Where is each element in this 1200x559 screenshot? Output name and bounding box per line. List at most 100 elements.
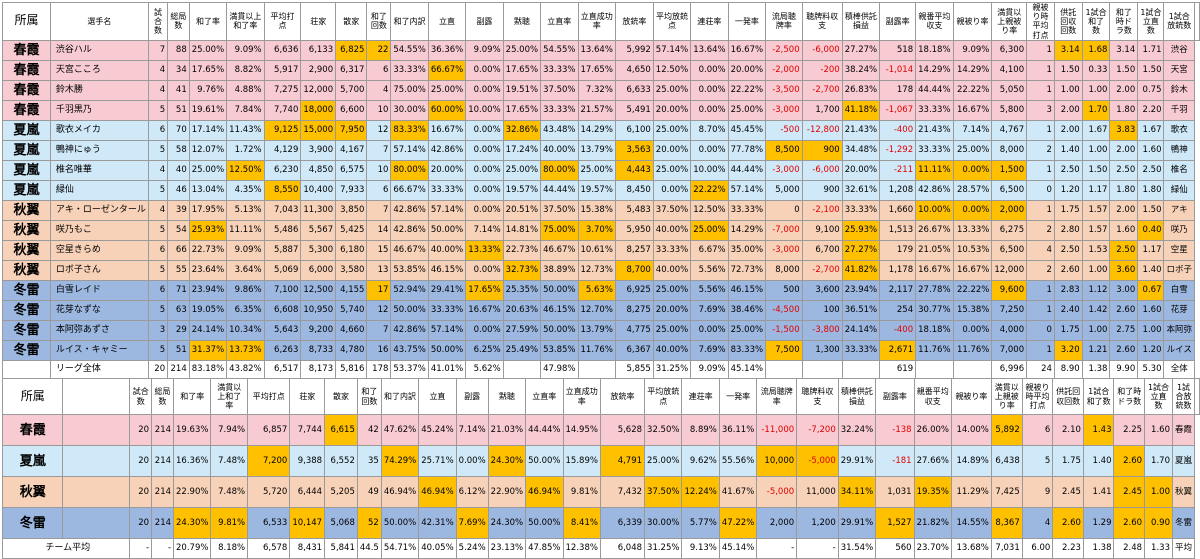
stat-cell: 53.37% <box>390 359 429 379</box>
blank-cell <box>2 359 51 379</box>
stat-cell: 5 <box>147 299 169 321</box>
stat-cell: 5,300 <box>300 239 337 261</box>
summary-row: リーグ全体 20 214 83.18% 43.82% 6,517 8,173 5,816 178… <box>2 359 1200 379</box>
column-header <box>1194 2 1200 41</box>
stat-cell: 6,100 <box>614 119 654 141</box>
stat-cell: 100 <box>801 299 843 321</box>
stat-cell: 7,744 <box>289 414 326 446</box>
stat-cell: 7.48% <box>210 445 249 477</box>
stat-cell: 23.64% <box>188 259 228 281</box>
stat-cell: 32.73% <box>502 259 542 281</box>
column-header: 立直成功率 <box>562 378 601 415</box>
stat-cell: 10.61% <box>577 239 616 261</box>
stat-cell: -3,000 <box>765 99 803 121</box>
stat-cell: 57.14% <box>427 319 467 341</box>
player-name: 渋谷ハル <box>49 39 149 61</box>
table-row: 秋翼 アキ・ローゼンタール 4 39 17.95% 5.13% 7,043 11,300 3,8… <box>2 199 1200 221</box>
team-cell: 冬雷 <box>2 319 51 341</box>
player-stats-table: 所属 選手名 試合数 総局数 和了率 満貫以上和了率 平均打点 荘家 散家 和了回数 和了内訳 立直副… <box>2 2 1200 397</box>
stat-cell: 25.00% <box>644 445 683 477</box>
stat-cell: 30.00% <box>644 507 683 539</box>
stat-cell: 10,400 <box>300 179 337 201</box>
stat-cell: 4.88% <box>226 79 265 101</box>
stat-cell: 0.00% <box>465 259 504 281</box>
stat-cell: 9,125 <box>263 119 302 141</box>
stat-cell: 1.40 <box>1053 139 1083 161</box>
stat-cell: 1.67 <box>1137 119 1165 141</box>
stat-cell: 30.77% <box>915 299 954 321</box>
team-cell: 秋翼 <box>2 259 51 281</box>
stat-cell: 29.91% <box>837 507 877 539</box>
stat-cell: 7,031 <box>990 538 1023 559</box>
stat-cell: 14.95% <box>562 414 601 446</box>
stat-cell: 16.67% <box>727 39 767 61</box>
stat-cell: 9.62% <box>681 445 720 477</box>
stat-cell: 1 <box>1026 39 1055 61</box>
stat-cell: 1.33 <box>1144 538 1173 559</box>
stat-cell: 5,491 <box>614 99 654 121</box>
stat-cell: 5,800 <box>991 99 1028 121</box>
player-name <box>62 445 131 477</box>
stat-cell: 33.33% <box>540 99 579 121</box>
stat-cell: 5.30 <box>1137 359 1165 379</box>
stat-cell: 1.50 <box>1081 159 1111 181</box>
stat-cell: 1.75 <box>1053 319 1083 341</box>
stat-cell: 33.33% <box>915 99 954 121</box>
stat-cell: 14.89% <box>951 445 992 477</box>
player-name <box>62 507 131 539</box>
stat-cell: 0.40 <box>1137 219 1165 241</box>
stat-cell: 51 <box>167 99 190 121</box>
stat-cell: 2.83 <box>1053 279 1083 301</box>
stat-cell: -2,700 <box>801 259 843 281</box>
stat-cell: 4,780 <box>335 339 368 361</box>
stat-cell: 4,129 <box>263 139 302 161</box>
stat-cell: 11.29% <box>951 476 992 508</box>
stat-cell: 1.67 <box>1081 119 1111 141</box>
stat-cell: 9.09% <box>226 239 265 261</box>
stat-cell: 1.60 <box>1109 219 1139 241</box>
stat-cell: 13.64% <box>690 39 729 61</box>
column-header: 荘家 <box>289 378 326 415</box>
table-row: 冬雷 20 214 24.30% 9.81% 6,533 10,147 5,068 52 50.0… <box>1 507 1200 539</box>
column-header: 供託回収回数 <box>1052 378 1084 415</box>
column-header <box>62 378 131 415</box>
stat-cell: 34 <box>167 59 190 81</box>
stat-cell: 80.00% <box>390 159 429 181</box>
stat-cell: 7 <box>366 199 392 221</box>
stat-cell: 36.11% <box>718 414 758 446</box>
table-row: 夏嵐 鴨神にゅう 5 58 12.07% 1.72% 4,129 3,900 4,167 7 57.… <box>2 139 1200 161</box>
stat-cell: 11,300 <box>300 199 337 221</box>
stat-cell: 7,933 <box>335 179 368 201</box>
stat-cell: 43.75% <box>390 339 429 361</box>
stat-cell: 12.50% <box>226 159 265 181</box>
stat-cell: 47.62% <box>380 414 420 446</box>
stat-cell: 1.72% <box>226 139 265 161</box>
stat-cell: 71 <box>167 279 190 301</box>
column-header: 荘家 <box>300 2 337 41</box>
stat-cell: 2,000 <box>991 199 1028 221</box>
stat-cell: 21.05% <box>915 239 954 261</box>
stat-cell: 53.85% <box>540 339 579 361</box>
stat-cell: 0.00% <box>690 319 729 341</box>
stat-cell: 11.43% <box>226 119 265 141</box>
stat-cell: 13.04% <box>188 179 228 201</box>
stat-cell: 10.00% <box>915 199 954 221</box>
stat-cell: 20.63% <box>502 299 542 321</box>
player-name: 歌衣メイカ <box>49 119 149 141</box>
stat-cell: 22.22% <box>952 279 993 301</box>
stat-cell: 33.33% <box>841 339 881 361</box>
stat-cell: 6,263 <box>263 339 302 361</box>
stat-cell: 1.70 <box>1081 99 1111 121</box>
column-header: 連荘率 <box>681 378 720 415</box>
stat-cell: 7.14% <box>455 414 489 446</box>
stat-cell: 12.38% <box>562 538 601 559</box>
column-header: 立直 <box>427 2 467 41</box>
stat-cell: 34.48% <box>841 139 881 161</box>
stat-cell: 179 <box>879 239 917 261</box>
stat-cell: 33.33% <box>727 199 767 221</box>
stat-cell: 20.79% <box>173 538 212 559</box>
stat-cell: 38.46% <box>727 299 767 321</box>
table-row: 春霞 渋谷ハル 7 88 25.00% 9.09% 6,636 6,133 6,825 22 54.… <box>2 39 1200 61</box>
stat-cell: 7,250 <box>991 299 1028 321</box>
stat-cell: 6 <box>147 119 169 141</box>
